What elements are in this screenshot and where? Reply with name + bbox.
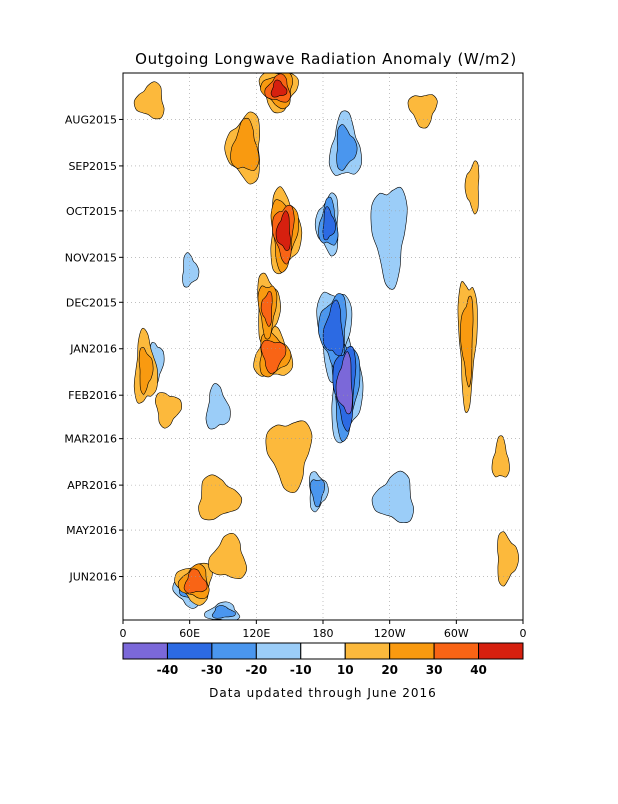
negative-anomaly-contour — [322, 206, 336, 241]
positive-anomaly-contour — [133, 81, 165, 120]
positive-anomaly-contour — [183, 568, 208, 594]
y-tick-label: JUN2016 — [68, 571, 117, 584]
x-tick-label: 120E — [242, 627, 270, 640]
y-tick-label: OCT2015 — [66, 205, 117, 218]
positive-anomaly-contour — [407, 94, 438, 129]
x-tick-label: 0 — [120, 627, 127, 640]
colorbar-bin — [478, 642, 524, 660]
colorbar-bin — [389, 642, 435, 660]
positive-anomaly-contour — [154, 392, 182, 429]
colorbar-bin — [433, 642, 480, 660]
negative-anomaly-contour — [322, 299, 345, 357]
y-tick-label: MAR2016 — [64, 433, 117, 446]
negative-anomaly-contour — [336, 124, 358, 171]
colorbar: -40 -30 -20 -10 10 20 30 40 — [122, 642, 524, 677]
negative-anomaly-contour — [205, 383, 231, 430]
positive-anomaly-contour — [491, 435, 510, 478]
y-tick-label: APR2016 — [67, 479, 117, 492]
x-tick-label: 60E — [179, 627, 200, 640]
y-tick-label: SEP2015 — [68, 160, 117, 173]
anomaly-field — [133, 73, 519, 620]
y-tick-label: NOV2015 — [65, 251, 117, 264]
positive-anomaly-contour — [464, 160, 480, 215]
colorbar-label: 40 — [470, 663, 487, 677]
colorbar-bin — [122, 642, 168, 660]
negative-anomaly-contour — [309, 479, 325, 508]
colorbar-label: 30 — [426, 663, 443, 677]
colorbar-bin — [211, 642, 257, 660]
positive-anomaly-contour — [198, 474, 243, 521]
x-axis: 0 60E 120E 180 120W 60W 0 — [120, 620, 527, 640]
negative-anomaly-contour — [182, 252, 200, 288]
colorbar-bin — [166, 642, 213, 660]
positive-anomaly-contour — [260, 291, 273, 327]
chart-title: Outgoing Longwave Radiation Anomaly (W/m… — [135, 50, 517, 68]
y-tick-label: FEB2016 — [68, 389, 117, 402]
colorbar-label: 10 — [337, 663, 354, 677]
positive-anomaly-contour — [208, 532, 248, 580]
positive-anomaly-contour — [260, 339, 287, 374]
negative-anomaly-contour — [335, 351, 353, 415]
x-tick-label: 0 — [520, 627, 527, 640]
positive-anomaly-contour — [230, 117, 260, 171]
positive-anomaly-contour — [497, 531, 519, 587]
chart-subtitle: Data updated through June 2016 — [209, 686, 437, 700]
colorbar-label: -20 — [245, 663, 267, 677]
positive-anomaly-contour — [138, 347, 154, 395]
y-axis: AUG2015 SEP2015 OCT2015 NOV2015 DEC2015 JAN20… — [64, 113, 123, 584]
y-tick-label: DEC2015 — [66, 296, 117, 309]
colorbar-bin — [300, 642, 346, 660]
negative-anomaly-contour — [370, 186, 408, 290]
x-tick-label: 60W — [444, 627, 469, 640]
colorbar-bin — [344, 642, 391, 660]
positive-anomaly-contour — [270, 79, 288, 98]
negative-anomaly-contour — [371, 470, 415, 524]
x-tick-label: 120W — [374, 627, 406, 640]
colorbar-label: -10 — [290, 663, 312, 677]
positive-anomaly-contour — [460, 295, 474, 388]
y-tick-label: AUG2015 — [65, 113, 117, 126]
grid-lines — [123, 73, 523, 620]
colorbar-label: 20 — [381, 663, 398, 677]
colorbar-bin — [255, 642, 302, 660]
x-tick-label: 180 — [313, 627, 334, 640]
negative-anomaly-contour — [211, 605, 236, 619]
positive-anomaly-contour — [265, 420, 313, 493]
positive-anomaly-contour — [275, 210, 291, 251]
colorbar-label: -30 — [201, 663, 223, 677]
y-tick-label: MAY2016 — [66, 524, 117, 537]
y-tick-label: JAN2016 — [69, 343, 117, 356]
colorbar-label: -40 — [157, 663, 179, 677]
